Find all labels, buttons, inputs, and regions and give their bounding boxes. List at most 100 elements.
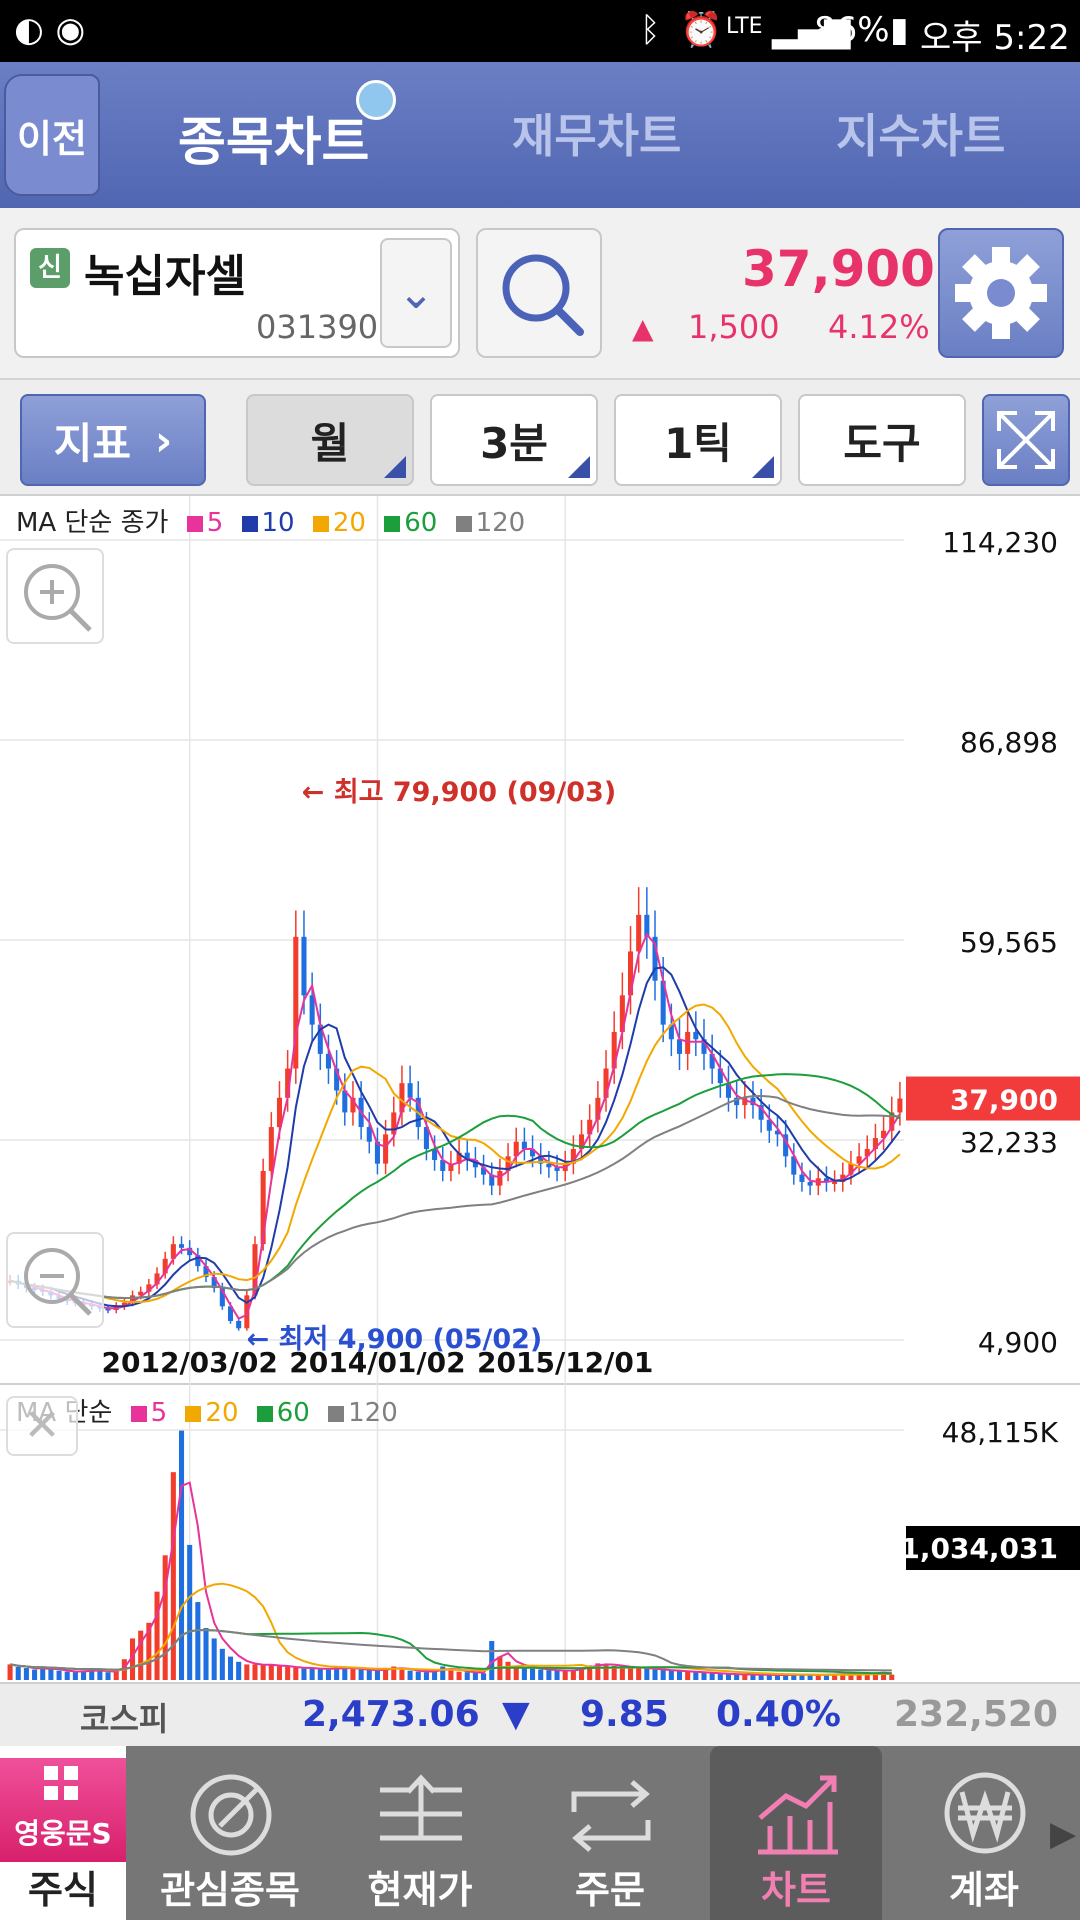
volume-bar	[840, 1674, 846, 1680]
tools-button[interactable]: 도구	[798, 394, 966, 486]
x-tick-label: 2015/12/01	[477, 1346, 653, 1379]
stock-dropdown-button[interactable]: ⌄	[380, 238, 452, 348]
candle-body	[619, 995, 625, 1032]
candle-body	[472, 1159, 478, 1168]
vol-ma20-swatch	[185, 1405, 202, 1422]
back-button[interactable]: 이전	[4, 74, 100, 196]
candle-body	[334, 1068, 340, 1091]
nav-quote[interactable]: 현재가	[330, 1746, 510, 1920]
nav-order[interactable]: 주문	[520, 1746, 700, 1920]
volume-bar	[717, 1673, 723, 1680]
kospi-label: 코스피	[80, 1700, 169, 1738]
battery-percent: 86%	[814, 10, 890, 50]
vol-ma5-label: 5	[150, 1398, 168, 1428]
tab-index-chart[interactable]: 지수차트	[836, 109, 1006, 163]
candle-body	[130, 1295, 136, 1303]
ma10-swatch	[241, 515, 258, 532]
volume-bar	[293, 1667, 299, 1680]
volume-bar	[268, 1664, 274, 1680]
alarm-icon: ⏰	[680, 10, 723, 50]
volume-bar	[766, 1675, 772, 1680]
candle-body	[750, 1097, 756, 1106]
current-volume-marker	[906, 1526, 1080, 1570]
candle-body	[530, 1149, 536, 1157]
tick-select[interactable]: 1틱	[614, 394, 782, 486]
candle-body	[848, 1163, 854, 1175]
candle-body	[832, 1181, 838, 1184]
candle-body	[668, 1024, 674, 1040]
candle-body	[276, 1097, 283, 1128]
volume-bar	[383, 1668, 389, 1680]
candle-body	[178, 1244, 185, 1248]
candle-body	[734, 1097, 740, 1106]
volume-bar	[464, 1672, 470, 1680]
candle-body	[293, 936, 299, 1069]
ma120-label: 120	[475, 508, 526, 538]
candle-body	[685, 1031, 691, 1054]
fullscreen-button[interactable]	[982, 394, 1070, 486]
x-tick-label: 2014/01/02	[289, 1346, 465, 1379]
search-button[interactable]	[476, 228, 602, 358]
volume-bar	[611, 1665, 617, 1680]
nav-stock[interactable]: 영웅문S 주식	[0, 1746, 126, 1920]
nav-chart[interactable]: 차트	[710, 1746, 882, 1920]
candle-body	[211, 1277, 217, 1289]
volume-bar	[530, 1668, 536, 1680]
kospi-ticker[interactable]: 코스피 2,473.06 ▼ 9.85 0.40% 232,520	[0, 1682, 1080, 1746]
current-price-marker	[906, 1076, 1080, 1121]
candle-body	[872, 1138, 878, 1150]
credit-badge: 신	[30, 248, 70, 288]
quote-icon	[380, 1774, 462, 1841]
close-icon: ✕	[23, 1400, 61, 1451]
zoom-in-button[interactable]	[6, 548, 104, 644]
period-select[interactable]: 월	[246, 394, 414, 486]
ma60-label: 60	[404, 508, 438, 538]
header: 이전 종목차트 재무차트 지수차트	[0, 62, 1080, 208]
indicator-button[interactable]: 지표 ›	[20, 394, 206, 486]
nav-chart-label: 차트	[761, 1868, 831, 1912]
chart-area[interactable]: 114,230 86,898 59,565 32,233 4,900 2012/03/02…	[0, 496, 1080, 1680]
candle-body	[521, 1141, 527, 1150]
stock-name: 녹십자셀	[84, 251, 246, 302]
volume-max-label: 48,115K	[942, 1416, 1059, 1449]
candle-body	[121, 1302, 127, 1307]
zoom-out-icon	[24, 1248, 92, 1316]
volume-bar	[81, 1670, 87, 1680]
tab-stock-chart[interactable]: 종목차트	[178, 113, 370, 173]
candle-body	[138, 1291, 144, 1296]
zoom-out-button[interactable]	[6, 1232, 104, 1328]
chevron-right-icon: ›	[154, 415, 173, 465]
current-price: 37,900	[742, 240, 935, 298]
volume-bar	[227, 1656, 234, 1680]
volume-bar	[219, 1648, 225, 1680]
nav-account[interactable]: 계좌	[898, 1746, 1070, 1920]
candle-body	[187, 1247, 193, 1256]
tab-financial-chart[interactable]: 재무차트	[512, 109, 682, 163]
candle-body	[285, 1068, 291, 1098]
close-indicator-button[interactable]: ✕	[6, 1396, 78, 1456]
candle-body	[301, 936, 307, 996]
settings-button[interactable]	[938, 228, 1064, 358]
gear-icon	[955, 247, 1047, 339]
nav-more-arrow-icon[interactable]: ▶	[1050, 1814, 1077, 1854]
volume-bar	[415, 1671, 421, 1680]
current-price-marker-label: 37,900	[950, 1084, 1058, 1117]
chart-icon	[758, 1775, 838, 1855]
volume-bar	[856, 1673, 862, 1680]
volume-bar	[236, 1661, 242, 1680]
minute-select[interactable]: 3분	[430, 394, 598, 486]
candle-body	[693, 1031, 699, 1040]
price-change: 1,500	[688, 308, 780, 346]
volume-bar	[203, 1628, 209, 1680]
stock-code: 031390	[256, 308, 379, 346]
volume-bar	[848, 1674, 854, 1680]
won-icon	[944, 1772, 1026, 1854]
y-tick-label: 59,565	[960, 926, 1058, 959]
indicator-label: 지표	[53, 418, 131, 468]
chart-toolbar: 지표 › 월 3분 1틱 도구	[0, 380, 1080, 496]
kospi-change: 9.85	[580, 1694, 669, 1735]
price-ma-line	[9, 932, 901, 1320]
nav-watchlist[interactable]: 관심종목	[140, 1746, 320, 1920]
candle-body	[383, 1134, 389, 1164]
vol-ma120-label: 120	[348, 1398, 398, 1428]
